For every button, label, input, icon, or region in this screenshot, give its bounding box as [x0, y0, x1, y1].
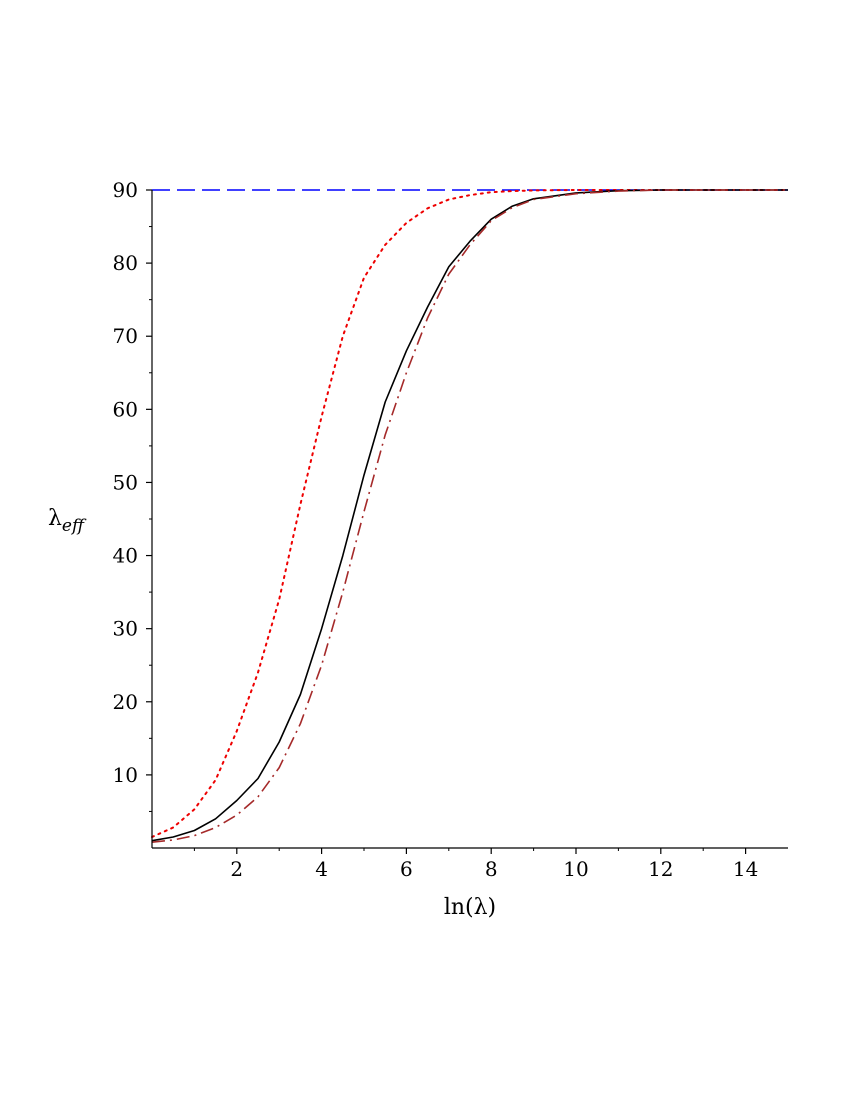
y-tick-label: 30: [113, 617, 138, 641]
y-ticks: 10 20 30 40 50 60 70 80 90: [113, 178, 152, 812]
axes-layer: [151, 190, 788, 849]
x-tick-label: 8: [485, 857, 498, 881]
x-tick-label: 14: [733, 857, 758, 881]
y-axis-label-sub: eff: [62, 516, 87, 536]
series-line-3: [151, 189, 788, 842]
y-tick-label: 60: [113, 397, 138, 421]
series-layer: [151, 189, 789, 843]
y-tick-label: 50: [113, 470, 138, 494]
y-tick-label: 70: [113, 324, 138, 348]
y-tick-label: 80: [113, 251, 138, 275]
x-tick-label: 12: [648, 857, 673, 881]
series-line-4: [151, 189, 788, 843]
y-tick-label: 20: [113, 690, 138, 714]
x-axis-label: ln(λ): [444, 895, 496, 920]
x-tick-label: 6: [400, 857, 413, 881]
y-tick-label: 10: [113, 763, 138, 787]
series-line-2: [151, 189, 789, 838]
x-tick-label: 10: [563, 857, 588, 881]
y-axis-label-main: λ: [48, 506, 62, 531]
y-tick-label: 40: [113, 544, 138, 568]
x-tick-label: 2: [230, 857, 243, 881]
y-tick-label: 90: [113, 178, 138, 202]
x-ticks: 2 4 6 8 10 12 14: [193, 848, 758, 881]
y-axis-label: λeff: [48, 506, 87, 536]
x-tick-label: 4: [315, 857, 328, 881]
